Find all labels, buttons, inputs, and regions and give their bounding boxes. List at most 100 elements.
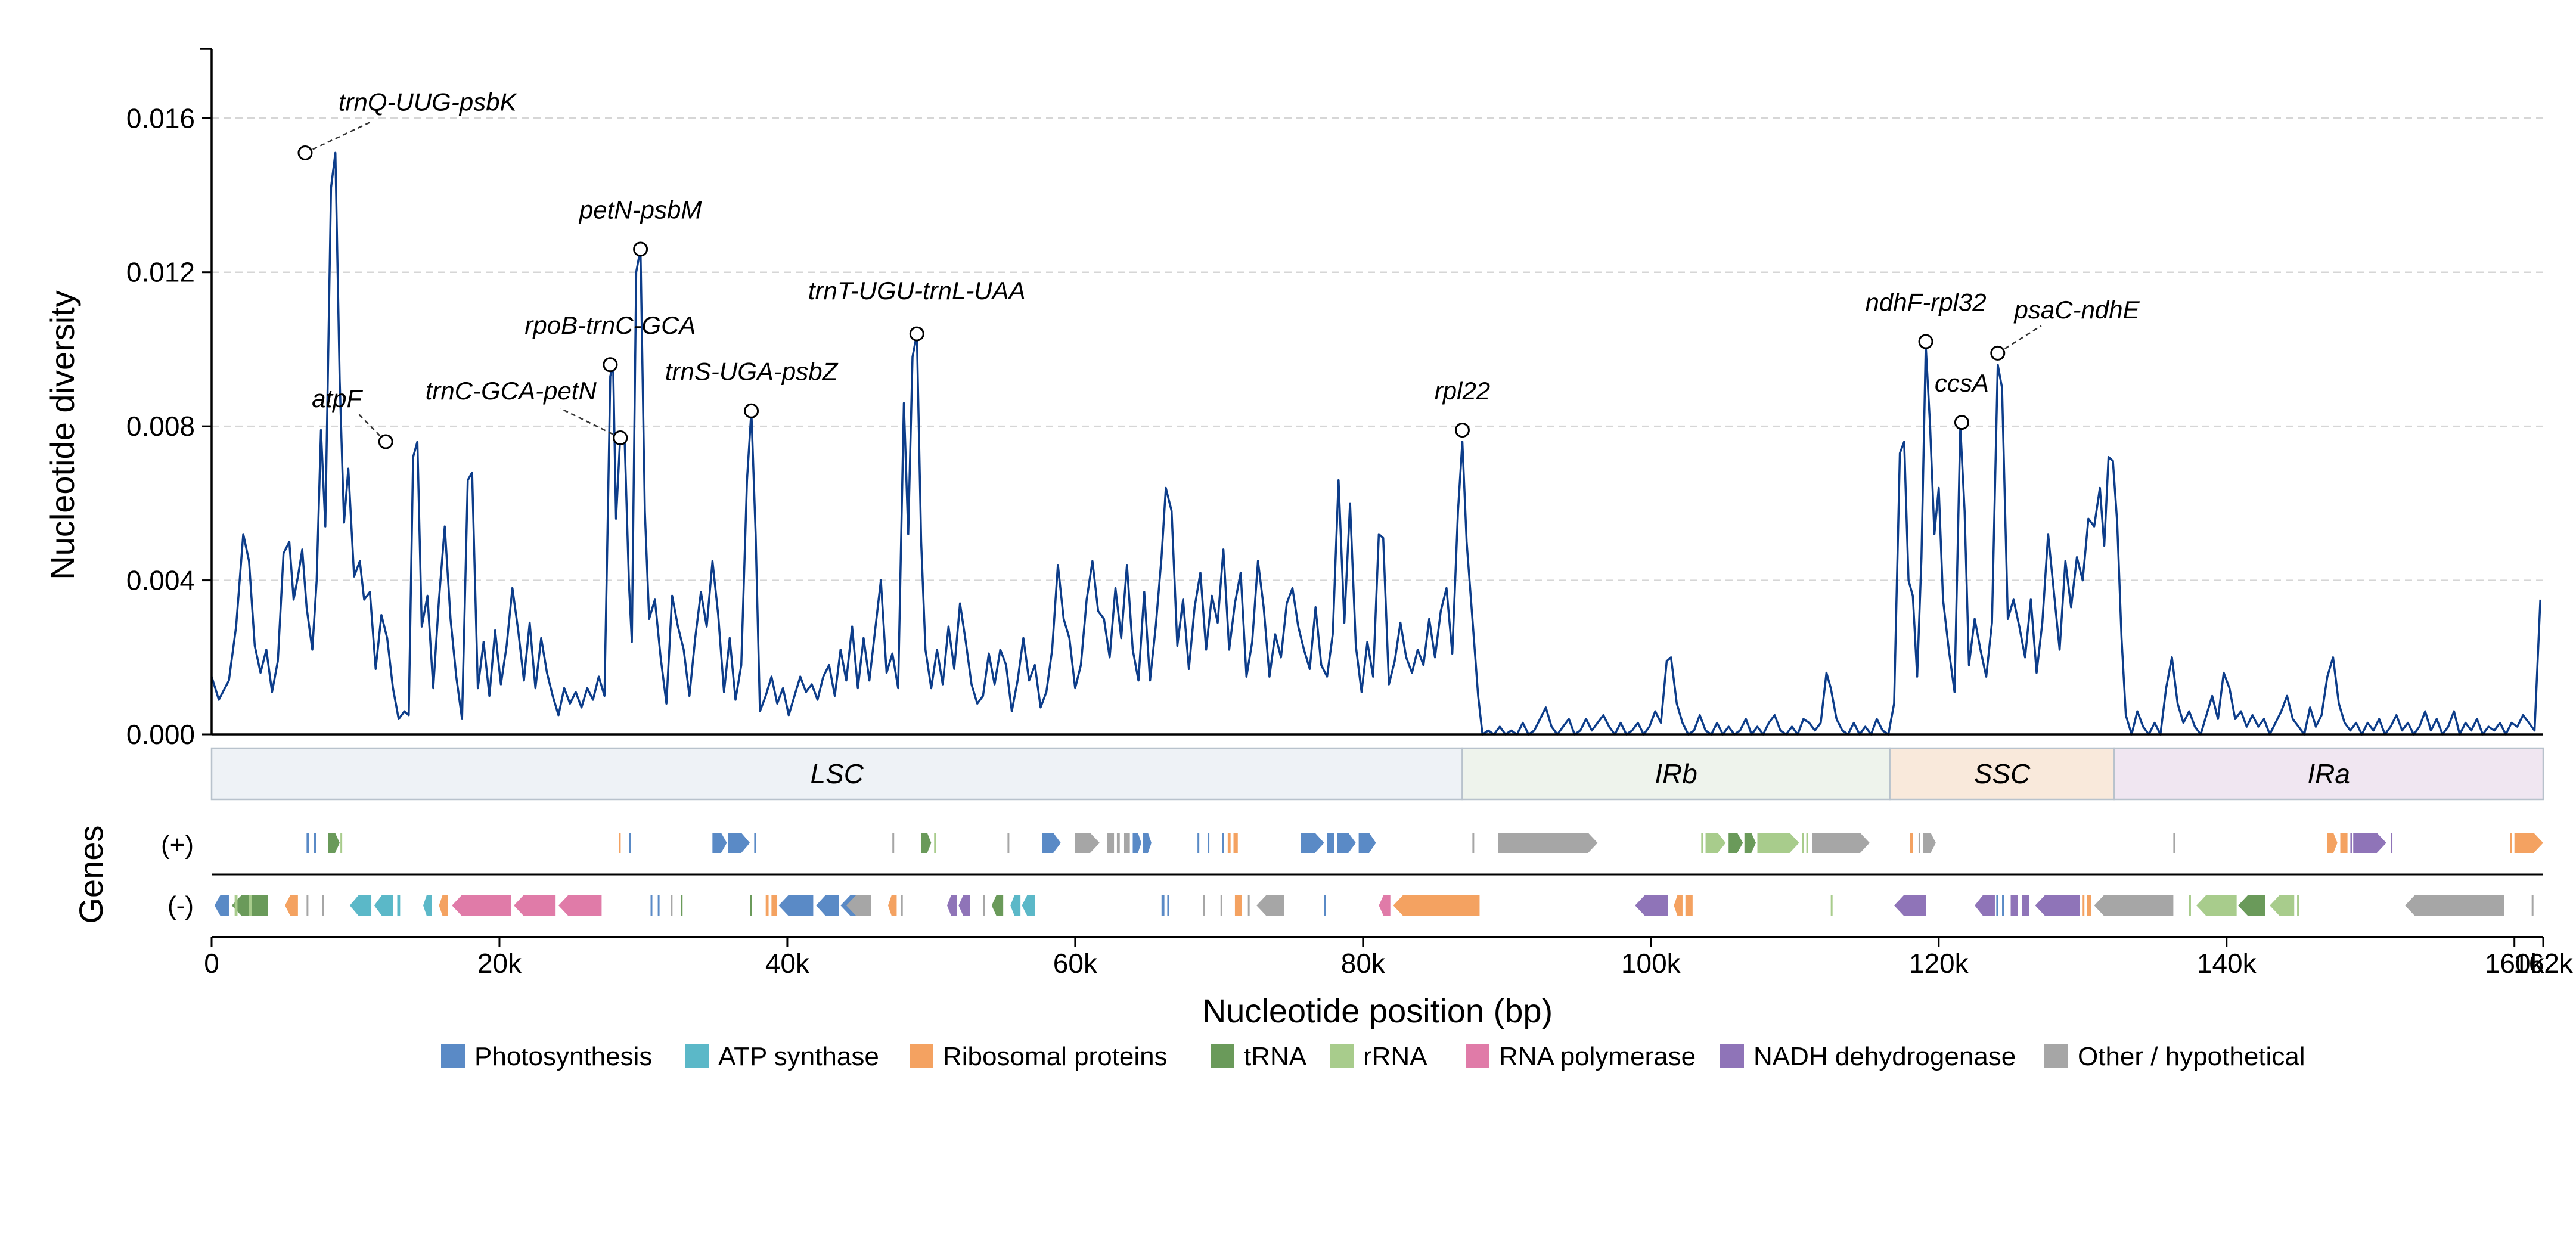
x-tick-label: 160k [2485,948,2545,979]
gene-ps [1337,833,1356,853]
peak-label: trnT-UGU-trnL-UAA [808,277,1026,305]
gene-other [983,895,985,916]
gene-ndh [946,895,957,916]
gene-rrna [1757,833,1799,853]
gene-atp [423,895,432,916]
gene-ndh [2010,895,2018,916]
gene-ribo [765,895,769,916]
peak-label: rpl22 [1435,377,1490,405]
gene-ps [1132,833,1141,853]
gene-other [1075,833,1100,853]
gene-atp [349,895,372,916]
legend: Photosynthesis ATP synthase Ribosomal prot… [441,1042,2305,1071]
peak-label: atpF [312,384,363,413]
peak-label: trnC-GCA-petN [426,377,597,405]
legend-swatch [1330,1044,1354,1068]
gene-ndh [2035,895,2080,916]
peak-marker [1954,415,1969,430]
y-axis-title: Nucleotide diversity [44,290,81,580]
gene-atp [374,895,393,916]
legend-swatch [910,1044,933,1068]
gene-ribo [1234,895,1243,916]
gene-other [322,895,324,916]
gene-ps [1208,833,1210,853]
gene-rrna [1802,833,1804,853]
gene-ps [778,895,814,916]
region-lsc [210,747,1463,801]
x-tick-label: 120k [1909,948,1969,979]
gene-ribo [1227,833,1231,853]
gene-other [2405,895,2504,916]
peak-label: trnS-UGA-psbZ [665,358,839,386]
gene-atp [1010,895,1021,916]
gene-trna [750,895,752,916]
peak-marker [1990,345,2006,361]
gene-rrna [2196,895,2237,916]
gene-rrna [934,833,936,853]
peak-label: trnQ-UUG-psbK [339,88,518,116]
gene-ribo [2510,833,2512,853]
gene-other [306,895,309,916]
peak-marker [378,434,393,449]
gene-other [1498,833,1598,853]
legend-label: Other / hypothetical [2078,1042,2305,1071]
legend-label: ATP synthase [718,1042,879,1071]
gene-ribo [2087,895,2091,916]
gene-ndh [1635,895,1668,916]
legend-label: Ribosomal proteins [943,1042,1168,1071]
gene-ndh [2350,833,2352,853]
gene-other [1923,833,1936,853]
gene-ps [1358,833,1376,853]
gene-other [2531,895,2534,916]
gene-trna [328,833,340,853]
region-ssc [1889,747,2115,801]
legend-swatch [1720,1044,1744,1068]
gene-ps [1197,833,1200,853]
gene-rrna [1701,833,1703,853]
gene-rnap [1379,895,1391,916]
legend-label: Photosynthesis [474,1042,652,1071]
y-tick-label: 0.000 [126,719,195,750]
gene-other [1812,833,1870,853]
gene-ribo [1685,895,1693,916]
peak-marker [633,241,648,257]
gene-rnap [558,895,602,916]
y-tick-label: 0.016 [126,103,195,134]
gene-rrna [234,895,238,916]
gene-rnap [452,895,511,916]
gene-ps [1996,895,1998,916]
gene-other [1256,895,1284,916]
gene-track [212,833,2543,916]
gene-other [846,895,871,916]
legend-label: rRNA [1363,1042,1427,1071]
gene-ndh [958,895,970,916]
gene-ps [1222,833,1224,853]
legend-swatch [2044,1044,2068,1068]
legend-label: tRNA [1244,1042,1307,1071]
peak-marker [1918,334,1933,349]
gene-rrna [1705,833,1726,853]
gene-ps [754,833,756,853]
gene-ribo [887,895,897,916]
legend-label: RNA polymerase [1499,1042,1696,1071]
gene-ribo [771,895,778,916]
gene-other [671,895,673,916]
peak-label: ndhF-rpl32 [1865,288,1986,316]
gene-ndh [2391,833,2393,853]
plus-strand-label: (+) [161,830,194,860]
x-tick-label: 100k [1621,948,1681,979]
gene-ribo [1233,833,1238,853]
x-tick-label: 162k [2513,948,2574,979]
y-tick-label: 0.008 [126,411,195,442]
gene-trna [2238,895,2265,916]
gene-ps [2002,895,2004,916]
gene-ndh [2353,833,2386,853]
gene-atp [1022,895,1035,916]
gene-other [1107,833,1115,853]
x-tick-label: 20k [477,948,522,979]
x-axis-title: Nucleotide position (bp) [1202,992,1553,1029]
gene-other [892,833,895,853]
peak-leader-line [560,407,621,439]
gene-rrna [2270,895,2295,916]
gene-other [2173,833,2175,853]
